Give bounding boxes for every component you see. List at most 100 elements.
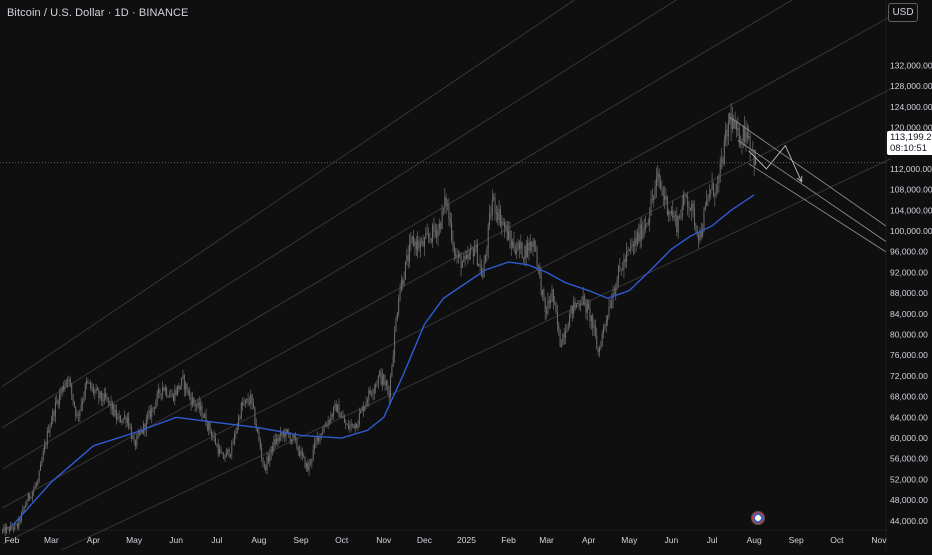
candle-body	[700, 231, 702, 237]
price-axis[interactable]: 132,000.00 128,000.00 124,000.00 120,000.00…	[890, 60, 932, 525]
candle-body	[179, 385, 181, 390]
candle-body	[58, 393, 60, 405]
candle-body	[364, 405, 366, 412]
candle-body	[474, 248, 476, 257]
candle-body	[681, 205, 683, 218]
candle-body	[19, 518, 21, 521]
candle-body	[238, 417, 240, 427]
candle-body	[451, 222, 453, 241]
channel-line-2	[2, 0, 794, 470]
candle-body	[14, 524, 16, 530]
candle-body	[339, 416, 341, 418]
candle-body	[114, 409, 116, 416]
candle-body	[155, 402, 157, 409]
price-tick-label: 80,000.00	[890, 330, 928, 340]
candle-body	[270, 446, 272, 455]
channel-line-3	[2, 15, 892, 509]
candle-body	[67, 380, 69, 382]
candle-body	[361, 406, 363, 411]
candle-body	[331, 414, 333, 417]
candle-body	[649, 214, 651, 224]
candle-body	[406, 255, 408, 262]
candle-body	[98, 390, 100, 398]
candle-body	[741, 140, 743, 146]
candle-body	[341, 416, 343, 418]
candle-body	[464, 256, 466, 259]
candle-body	[407, 255, 409, 262]
candle-body	[281, 432, 283, 436]
candle-body	[3, 526, 5, 531]
candle-body	[248, 402, 250, 404]
candle-body	[641, 224, 643, 239]
candle-body	[660, 182, 662, 188]
candle-body	[748, 135, 750, 138]
candle-body	[2, 530, 4, 532]
candle-body	[468, 253, 470, 259]
candle-body	[175, 390, 177, 395]
candle-body	[18, 518, 20, 528]
candle-body	[278, 436, 280, 442]
candle-body	[356, 423, 358, 429]
candle-body	[452, 240, 454, 246]
candle-body	[638, 232, 640, 242]
us-flag-event-icon[interactable]	[751, 511, 765, 525]
candle-body	[726, 129, 728, 137]
candle-body	[174, 390, 176, 401]
candle-body	[220, 449, 222, 454]
candle-body	[535, 247, 537, 251]
candle-body	[262, 457, 264, 464]
candle-body	[151, 407, 153, 418]
time-tick-label: Aug	[747, 535, 762, 545]
moving-average-series	[11, 194, 755, 527]
candle-body	[639, 224, 641, 242]
candle-body	[166, 388, 168, 396]
candle-body	[299, 450, 301, 457]
candle-body	[144, 423, 146, 431]
currency-button[interactable]: USD	[888, 3, 918, 22]
price-tick-label: 68,000.00	[890, 392, 928, 402]
candle-body	[106, 397, 108, 399]
candle-body	[586, 303, 588, 313]
candle-body	[504, 222, 506, 228]
candle-body	[15, 524, 17, 525]
candle-body	[253, 403, 255, 408]
projection-drawing	[729, 116, 887, 253]
candle-body	[603, 327, 605, 334]
candle-body	[749, 135, 751, 150]
candle-body	[607, 316, 609, 321]
price-tick-label: 88,000.00	[890, 288, 928, 298]
candle-body	[80, 404, 82, 410]
candle-body	[554, 301, 556, 304]
candle-body	[172, 394, 174, 401]
candle-body	[159, 389, 161, 394]
candle-body	[680, 217, 682, 218]
candle-body	[693, 208, 695, 226]
symbol-title[interactable]: Bitcoin / U.S. Dollar · 1D · BINANCE	[7, 7, 189, 19]
candle-body	[316, 436, 318, 441]
candle-body	[628, 248, 630, 251]
candle-body	[387, 385, 389, 390]
candle-body	[105, 393, 107, 399]
candle-body	[676, 215, 678, 233]
candle-body	[438, 223, 440, 229]
candle-body	[422, 241, 424, 247]
candle-body	[673, 215, 675, 218]
candle-body	[517, 242, 519, 251]
price-tick-label: 72,000.00	[890, 371, 928, 381]
candle-body	[247, 399, 249, 403]
candle-body	[257, 428, 259, 432]
candle-body	[632, 244, 634, 247]
candle-body	[365, 402, 367, 406]
candle-body	[523, 258, 525, 260]
candle-body	[428, 234, 430, 238]
candle-body	[133, 437, 135, 441]
candle-body	[204, 414, 206, 418]
candle-body	[75, 406, 77, 416]
candle-body	[338, 404, 340, 418]
candle-body	[501, 221, 503, 226]
candle-body	[84, 384, 86, 397]
time-axis[interactable]: Feb Mar Apr May Jun Jul Aug Sep Oct Nov Dec 2025 Feb…	[5, 535, 888, 545]
